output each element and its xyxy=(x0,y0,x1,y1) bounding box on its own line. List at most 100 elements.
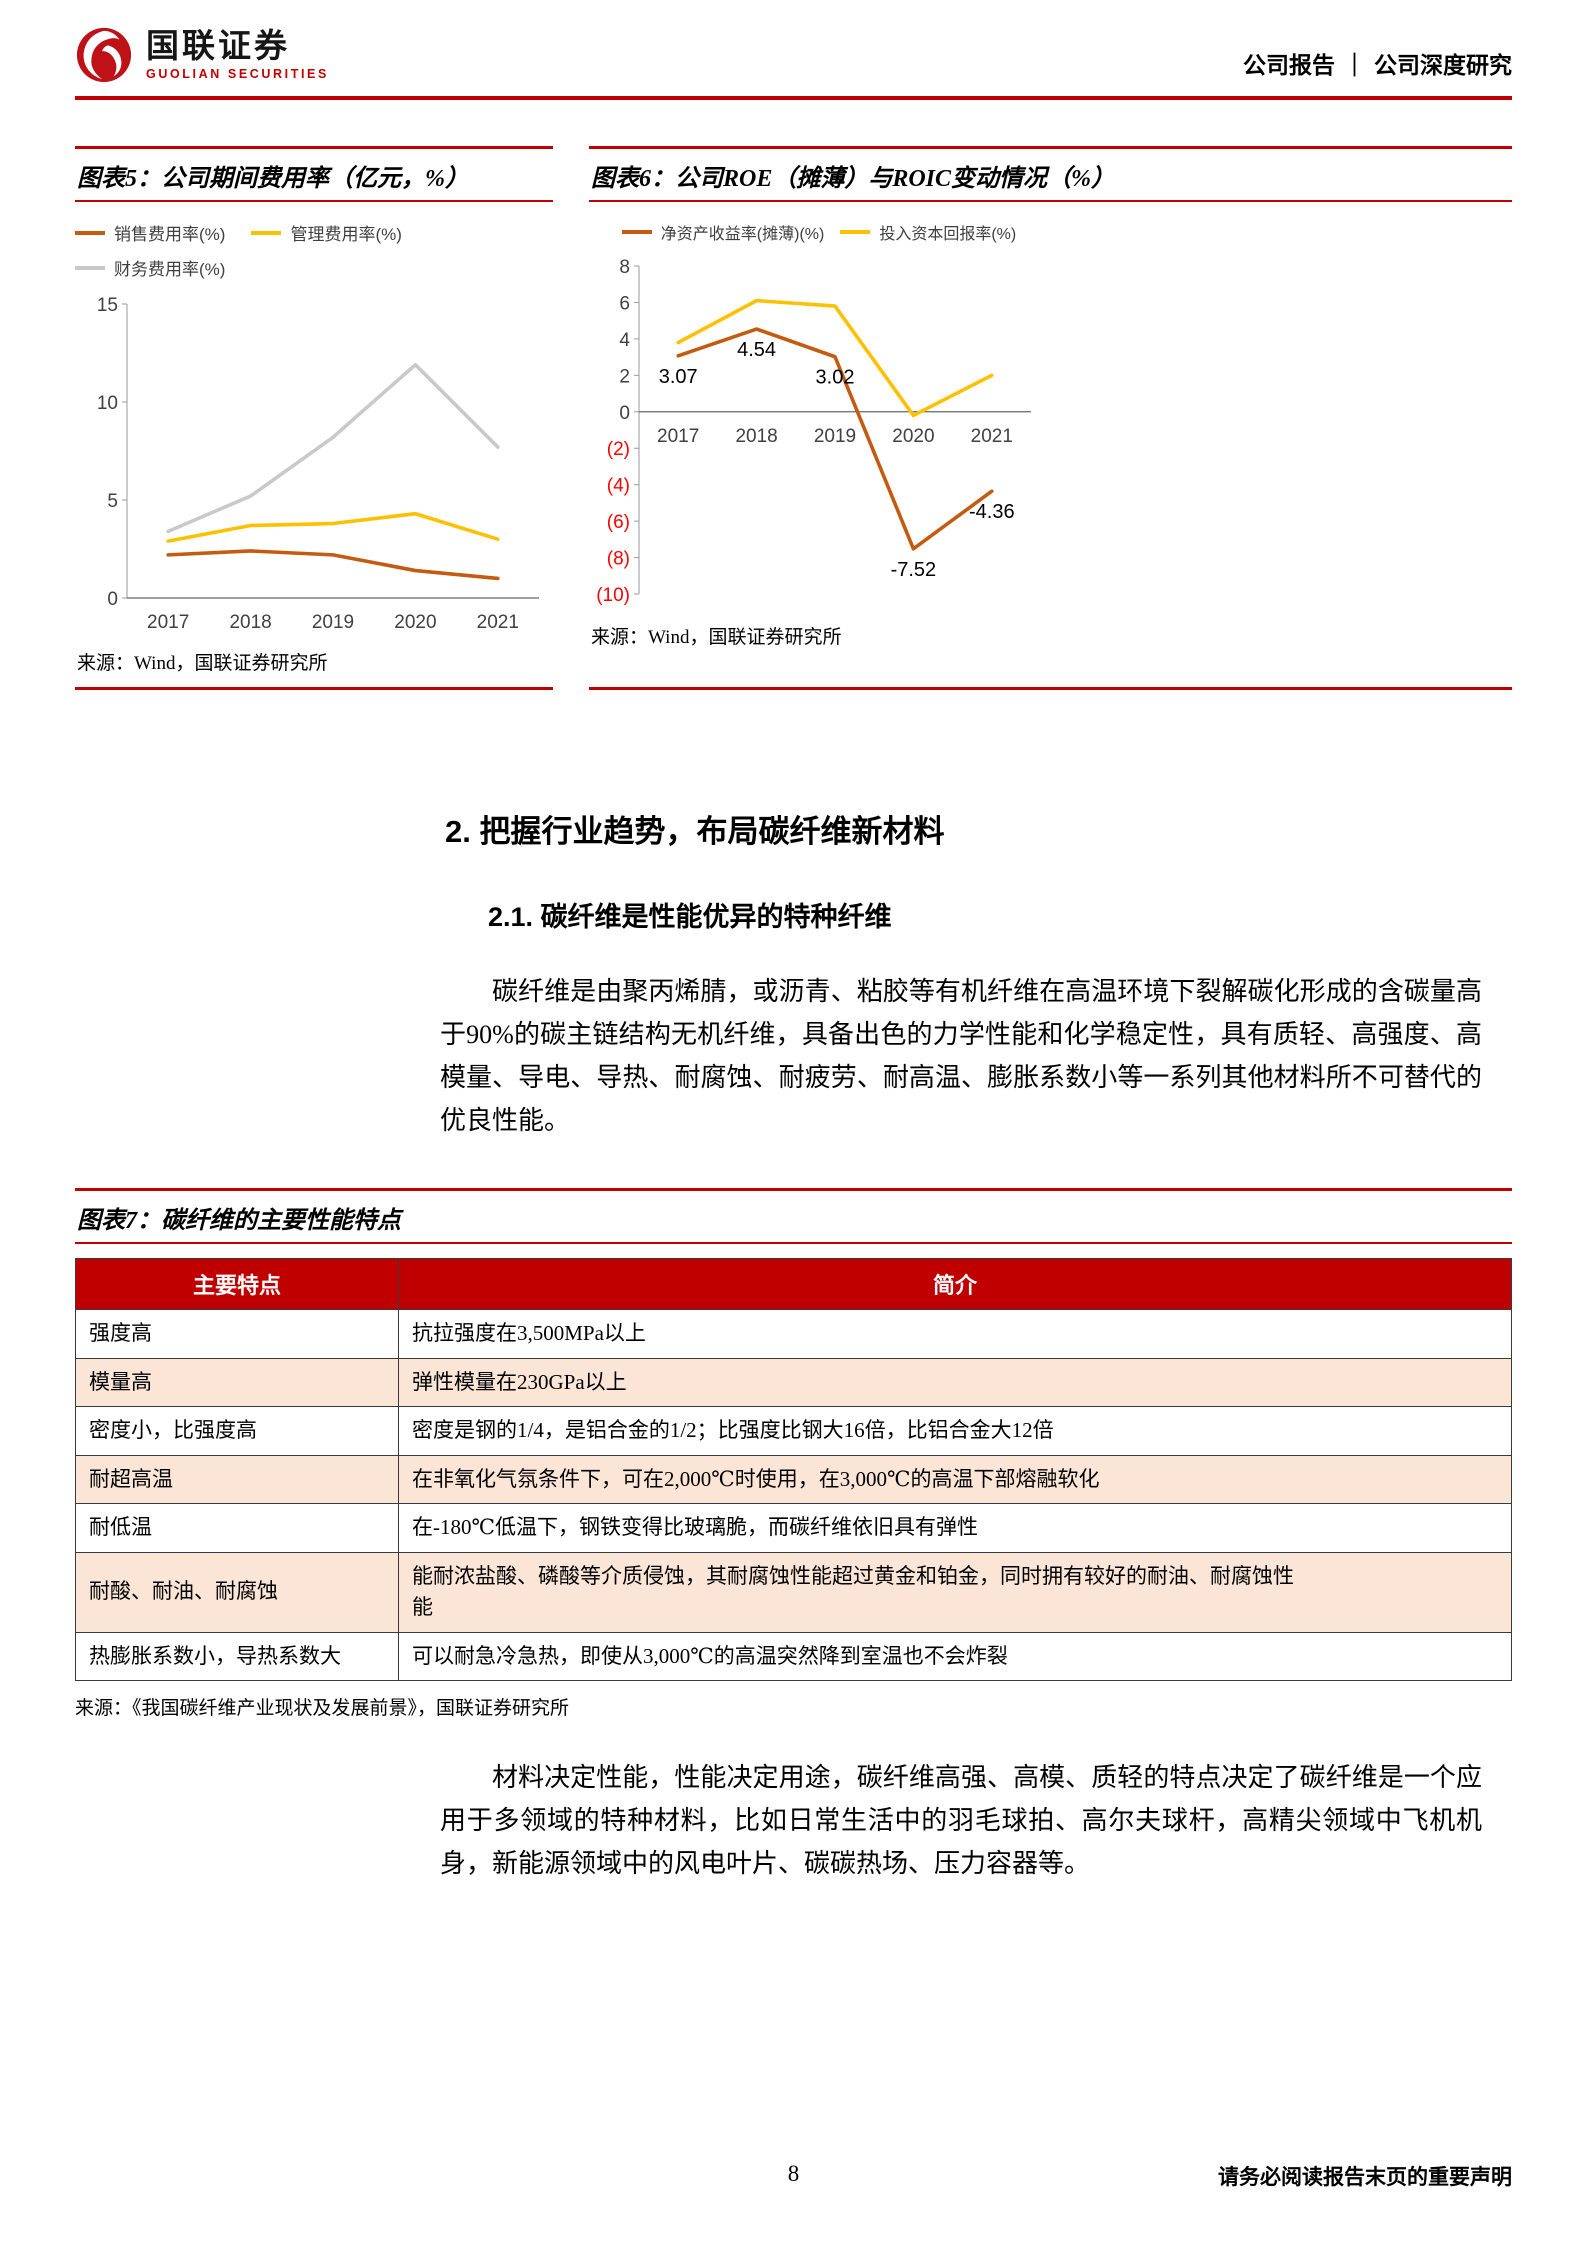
y-tick-label: 4 xyxy=(619,330,630,351)
table-cell: 在非氧化气氛条件下，可在2,000℃时使用，在3,000℃的高温下部熔融软化 xyxy=(398,1454,1512,1504)
legend-label: 净资产收益率(摊薄)(%) xyxy=(660,226,825,243)
figure7-title: 图表7：碳纤维的主要性能特点 xyxy=(75,1188,1512,1244)
y-tick-label: 15 xyxy=(97,295,118,316)
y-tick-label: (6) xyxy=(607,512,630,533)
x-tick-label: 2020 xyxy=(892,426,934,447)
cell-text: 在非氧化气氛条件下，可在2,000℃时使用，在3,000℃的高温下部熔融软化 xyxy=(412,1466,1100,1491)
series-line xyxy=(676,327,994,551)
cell-text: 在-180℃低温下，钢铁变得比玻璃脆，而碳纤维依旧具有弹性 xyxy=(412,1515,978,1539)
x-tick-label: 2020 xyxy=(394,612,436,633)
x-tick-label: 2021 xyxy=(971,426,1013,447)
x-tick-label: 2021 xyxy=(477,612,519,633)
table-cell: 耐超高温 xyxy=(75,1454,399,1504)
y-tick-label: (4) xyxy=(607,476,630,497)
x-tick-label: 2019 xyxy=(312,612,354,633)
data-label: 4.54 xyxy=(737,339,776,361)
cell-text: 可以耐急冷急热，即使从3,000℃的高温突然降到室温也不会炸裂 xyxy=(412,1643,1008,1668)
paragraph-carbon-fiber-intro: 碳纤维是由聚丙烯腈，或沥青、粘胶等有机纤维在高温环境下裂解碳化形成的含碳量高于9… xyxy=(440,977,1482,1135)
table-cell: 弹性模量在230GPa以上 xyxy=(398,1357,1512,1407)
cell-text: 耐酸、耐油、耐腐蚀 xyxy=(89,1579,278,1604)
y-tick-label: 8 xyxy=(619,257,630,278)
chart6-area: 净资产收益率(摊薄)(%) 投入资本回报率(%) 8 6 4 2 0 (2) (4) (6) (8… xyxy=(589,202,1512,612)
cell-text: 耐低温 xyxy=(89,1515,152,1539)
legend-item: 财务费用率(%) xyxy=(75,255,225,280)
legend-swatch xyxy=(75,265,105,270)
y-tick-label: 0 xyxy=(107,589,118,610)
cell-text: 抗拉强度在3,500MPa以上 xyxy=(412,1321,646,1345)
figures-row: 图表5：公司期间费用率（亿元，%） 销售费用率(%) 管理费用率(%) 财务费用率(… xyxy=(75,146,1512,690)
y-tick-label: 2 xyxy=(619,366,630,387)
y-tick-label: (8) xyxy=(607,549,630,570)
chart5-area: 销售费用率(%) 管理费用率(%) 财务费用率(%) 15 10 5 0 2017 2018 2… xyxy=(75,202,553,638)
y-tick-label: 6 xyxy=(619,293,630,314)
table-cell: 能耐浓盐酸、磷酸等介质侵蚀，其耐腐蚀性能超过黄金和铂金，同时拥有较好的耐油、耐腐… xyxy=(398,1551,1512,1633)
cell-text: 密度是钢的1/4，是铝合金的1/2；比强度比钢大16倍，比铝合金大12倍 xyxy=(412,1418,1054,1442)
y-tick-label: (2) xyxy=(607,439,630,460)
x-tick-label: 2019 xyxy=(814,426,856,447)
cell-text: 强度高 xyxy=(89,1321,152,1345)
chart6-legend: 净资产收益率(摊薄)(%) 投入资本回报率(%) xyxy=(621,220,1016,244)
page-footer: 8 请务必阅读报告末页的重要声明 xyxy=(75,2161,1512,2193)
chart6-inner: 净资产收益率(摊薄)(%) 投入资本回报率(%) 8 6 4 2 0 (2) (4) (6) (8… xyxy=(589,220,1049,612)
paragraph-carbon-fiber-uses: 材料决定性能，性能决定用途，碳纤维高强、高模、质轻的特点决定了碳纤维是一个应用于… xyxy=(440,1763,1482,1878)
table-cell: 在-180℃低温下，钢铁变得比玻璃脆，而碳纤维依旧具有弹性 xyxy=(398,1503,1512,1553)
cell-text: 热膨胀系数小，导热系数大 xyxy=(89,1643,341,1668)
table-cell: 热膨胀系数小，导热系数大 xyxy=(75,1631,399,1681)
y-tick-label: (10) xyxy=(596,585,630,606)
table-cell: 可以耐急冷急热，即使从3,000℃的高温突然降到室温也不会炸裂 xyxy=(398,1631,1512,1681)
cell-text: 能耐浓盐酸、磷酸等介质侵蚀，其耐腐蚀性能超过黄金和铂金，同时拥有较好的耐油、耐腐… xyxy=(412,1563,1294,1620)
brand-text: 国联证券 GUOLIAN SECURITIES xyxy=(146,29,329,81)
page-header: 国联证券 GUOLIAN SECURITIES 公司报告 ｜ 公司深度研究 xyxy=(75,0,1512,100)
subsection-heading: 2.1. 碳纤维是性能优异的特种纤维 xyxy=(488,902,892,932)
legend-item: 管理费用率(%) xyxy=(251,220,402,245)
legend-label: 销售费用率(%) xyxy=(114,225,226,244)
table-cell: 抗拉强度在3,500MPa以上 xyxy=(398,1309,1512,1359)
figure6-title: 图表6：公司ROE（摊薄）与ROIC变动情况（%） xyxy=(589,146,1512,202)
legend-item: 投入资本回报率(%) xyxy=(840,220,1016,244)
brand-logo: 国联证券 GUOLIAN SECURITIES xyxy=(75,26,329,84)
table-row: 密度小，比强度高 密度是钢的1/4，是铝合金的1/2；比强度比钢大16倍，比铝合金… xyxy=(75,1406,1512,1456)
table-head: 主要特点 简介 xyxy=(75,1258,1512,1310)
legend-label: 财务费用率(%) xyxy=(114,260,226,279)
table-cell: 耐酸、耐油、耐腐蚀 xyxy=(75,1551,399,1633)
x-tick-label: 2018 xyxy=(735,426,777,447)
table-row: 热膨胀系数小，导热系数大 可以耐急冷急热，即使从3,000℃的高温突然降到室温也不… xyxy=(75,1631,1512,1681)
table-row: 强度高 抗拉强度在3,500MPa以上 xyxy=(75,1309,1512,1359)
legend-swatch xyxy=(251,230,282,235)
table-cell: 密度小，比强度高 xyxy=(75,1406,399,1456)
table-row: 耐低温 在-180℃低温下，钢铁变得比玻璃脆，而碳纤维依旧具有弹性 xyxy=(75,1503,1512,1553)
footer-disclaimer: 请务必阅读报告末页的重要声明 xyxy=(1218,2165,1512,2189)
data-label: 3.02 xyxy=(816,367,855,389)
legend-swatch xyxy=(840,230,871,234)
brand-name-cn: 国联证券 xyxy=(146,27,290,65)
legend-item: 销售费用率(%) xyxy=(75,220,225,245)
table-row: 模量高 弹性模量在230GPa以上 xyxy=(75,1357,1512,1407)
cell-text: 弹性模量在230GPa以上 xyxy=(412,1369,627,1394)
brand-name-en: GUOLIAN SECURITIES xyxy=(146,66,329,81)
table-cell: 密度是钢的1/4，是铝合金的1/2；比强度比钢大16倍，比铝合金大12倍 xyxy=(398,1406,1512,1456)
doc-subtype: 公司深度研究 xyxy=(1374,53,1512,78)
figure7-source: 来源：《我国碳纤维产业现状及发展前景》，国联证券研究所 xyxy=(75,1698,570,1719)
page-number: 8 xyxy=(787,2161,800,2186)
x-tick-label: 2018 xyxy=(229,612,271,633)
figure5-source: 来源：Wind，国联证券研究所 xyxy=(77,653,328,674)
legend-label: 管理费用率(%) xyxy=(290,225,402,244)
x-tick-label: 2017 xyxy=(147,612,189,633)
cell-text: 耐超高温 xyxy=(89,1466,173,1491)
x-tick-label: 2017 xyxy=(657,426,699,447)
chart6-plot: 8 6 4 2 0 (2) (4) (6) (8) (10) 2017 2018 2019 2020 202… xyxy=(596,257,1031,606)
series-line xyxy=(166,549,500,581)
legend-swatch xyxy=(621,230,652,234)
separator: ｜ xyxy=(1343,53,1366,78)
data-label: 3.07 xyxy=(659,366,698,388)
section-heading: 2. 把握行业趋势，布局碳纤维新材料 xyxy=(445,814,945,849)
data-label: -4.36 xyxy=(969,501,1015,523)
guolian-logo-icon xyxy=(76,27,132,83)
column-header-feature: 主要特点 xyxy=(75,1258,399,1310)
table-row: 耐酸、耐油、耐腐蚀 能耐浓盐酸、磷酸等介质侵蚀，其耐腐蚀性能超过黄金和铂金，同时拥… xyxy=(75,1551,1512,1633)
legend-item: 净资产收益率(摊薄)(%) xyxy=(621,220,825,244)
cell-text: 密度小，比强度高 xyxy=(89,1418,257,1442)
chart5-plot: 15 10 5 0 2017 2018 2019 2020 2021 xyxy=(97,295,539,633)
figure-roe-roic-chart: 图表6：公司ROE（摊薄）与ROIC变动情况（%） 净资产收益率(摊薄)(%) 投… xyxy=(589,146,1512,690)
